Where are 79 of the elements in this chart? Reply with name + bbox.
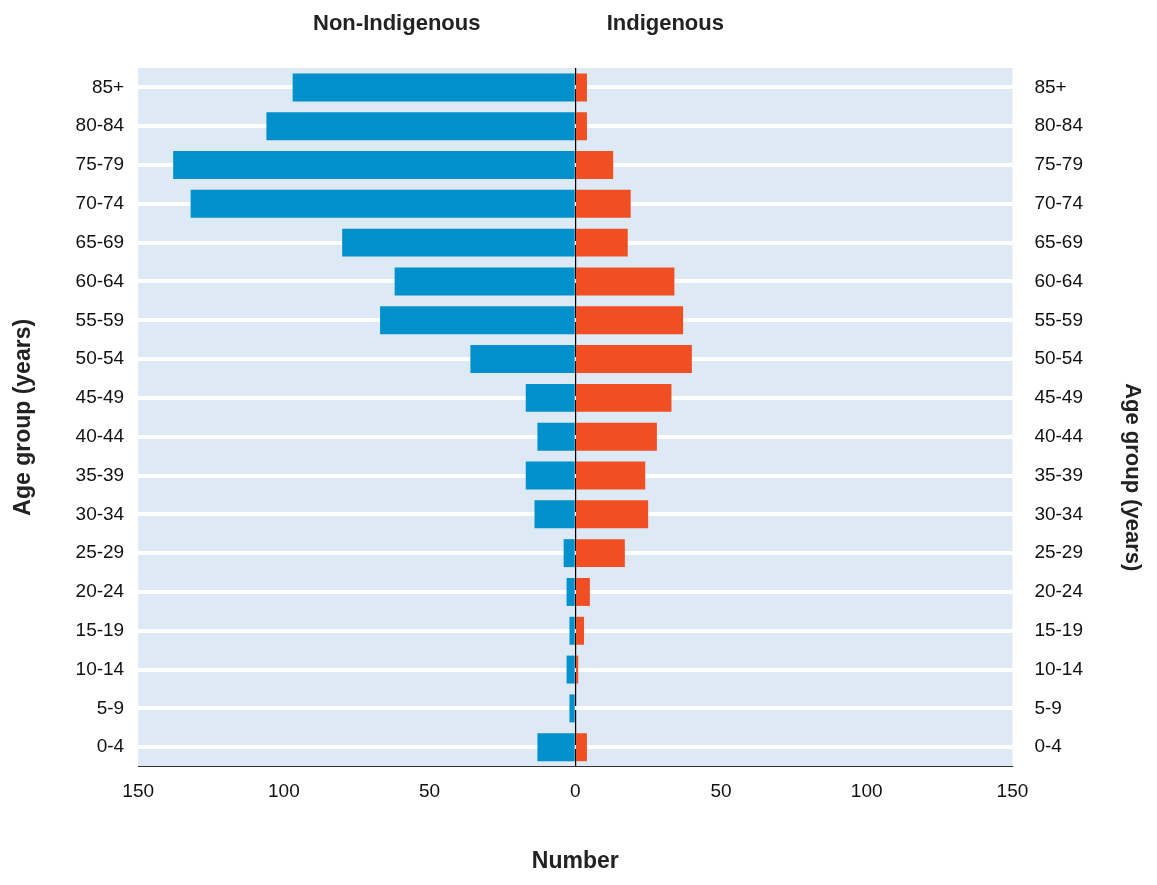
- category-label: 85+: [1034, 75, 1067, 97]
- y-tick-label: 85+: [91, 75, 125, 97]
- category-label: 15-19: [1034, 619, 1084, 640]
- bar: [534, 500, 575, 529]
- x-tick-label: 100: [850, 780, 883, 802]
- category-label: 80-84: [1034, 114, 1084, 136]
- x-tick-label: 100: [268, 780, 300, 802]
- x-tick-label: 50: [710, 780, 732, 802]
- y-tick-label: 65-69: [75, 230, 125, 252]
- y-tick-label: 10-14: [75, 657, 125, 679]
- category-label: 55-59: [1034, 308, 1084, 330]
- y-tick-label: 15-19: [75, 619, 125, 640]
- bar: [575, 189, 631, 218]
- category-label: 40-44: [1034, 424, 1084, 446]
- bar: [380, 306, 575, 335]
- bar: [566, 655, 575, 684]
- bar: [575, 267, 675, 296]
- y2-axis-title: Age group (years): [1120, 383, 1146, 572]
- bar: [525, 461, 575, 490]
- y-tick-label: 70-74: [75, 192, 125, 214]
- bar: [470, 345, 575, 374]
- category-label: 35-39: [1034, 463, 1084, 485]
- y-tick-label: 55-59: [75, 308, 125, 330]
- category-label: 30-34: [1034, 502, 1084, 524]
- category-label: 10-14: [1034, 657, 1084, 679]
- category-label: 70-74: [1034, 192, 1084, 214]
- category-label: 0-4: [1034, 735, 1062, 757]
- x-tick-label: 50: [419, 780, 441, 802]
- bar: [569, 616, 575, 645]
- bar: [575, 539, 625, 568]
- bar: [575, 306, 684, 335]
- y-tick-label: 25-29: [75, 541, 125, 563]
- bar: [537, 422, 575, 451]
- y-tick-label: 35-39: [75, 463, 125, 485]
- category-label: 65-69: [1034, 230, 1084, 252]
- y-tick-label: 45-49: [75, 386, 125, 408]
- bar: [575, 383, 672, 412]
- category-label: 60-64: [1034, 269, 1084, 291]
- y-tick-label: 75-79: [75, 153, 125, 175]
- category-label: 20-24: [1034, 580, 1084, 602]
- y-tick-label: 30-34: [75, 502, 125, 524]
- bar: [537, 733, 575, 762]
- bar: [569, 694, 575, 723]
- bar: [292, 73, 575, 102]
- bar: [566, 577, 575, 606]
- series-label: Indigenous: [606, 10, 724, 36]
- category-label: 45-49: [1034, 386, 1084, 408]
- bar: [394, 267, 575, 296]
- y-tick-label: 0-4: [96, 735, 125, 757]
- x-axis-title: Number: [531, 846, 619, 873]
- x-tick-label: 150: [122, 780, 155, 802]
- bar: [575, 500, 649, 529]
- y-tick-label: 50-54: [75, 347, 125, 369]
- bar: [575, 733, 587, 762]
- category-label: 5-9: [1034, 696, 1062, 718]
- bar: [575, 345, 692, 374]
- bar: [525, 383, 575, 412]
- bar: [575, 73, 587, 102]
- bar: [575, 577, 590, 606]
- category-label: 25-29: [1034, 541, 1084, 563]
- bar: [575, 151, 614, 179]
- category-label: 75-79: [1034, 153, 1084, 175]
- series-label: Non-Indigenous: [313, 10, 481, 36]
- y-tick-label: 80-84: [75, 114, 125, 136]
- y-tick-label: 5-9: [96, 696, 125, 718]
- bar: [575, 461, 646, 490]
- bar: [563, 539, 575, 568]
- bar: [575, 616, 585, 645]
- bar: [575, 228, 628, 257]
- bar: [575, 112, 587, 141]
- y-tick-label: 40-44: [75, 424, 125, 446]
- y-axis-title: Age group (years): [9, 318, 36, 516]
- y-tick-label: 60-64: [75, 269, 125, 291]
- bar: [575, 422, 657, 451]
- bar: [342, 228, 575, 257]
- category-label: 50-54: [1034, 347, 1084, 369]
- y-tick-label: 20-24: [75, 580, 125, 602]
- x-tick-label: 0: [570, 780, 581, 802]
- x-tick-label: 150: [996, 780, 1029, 802]
